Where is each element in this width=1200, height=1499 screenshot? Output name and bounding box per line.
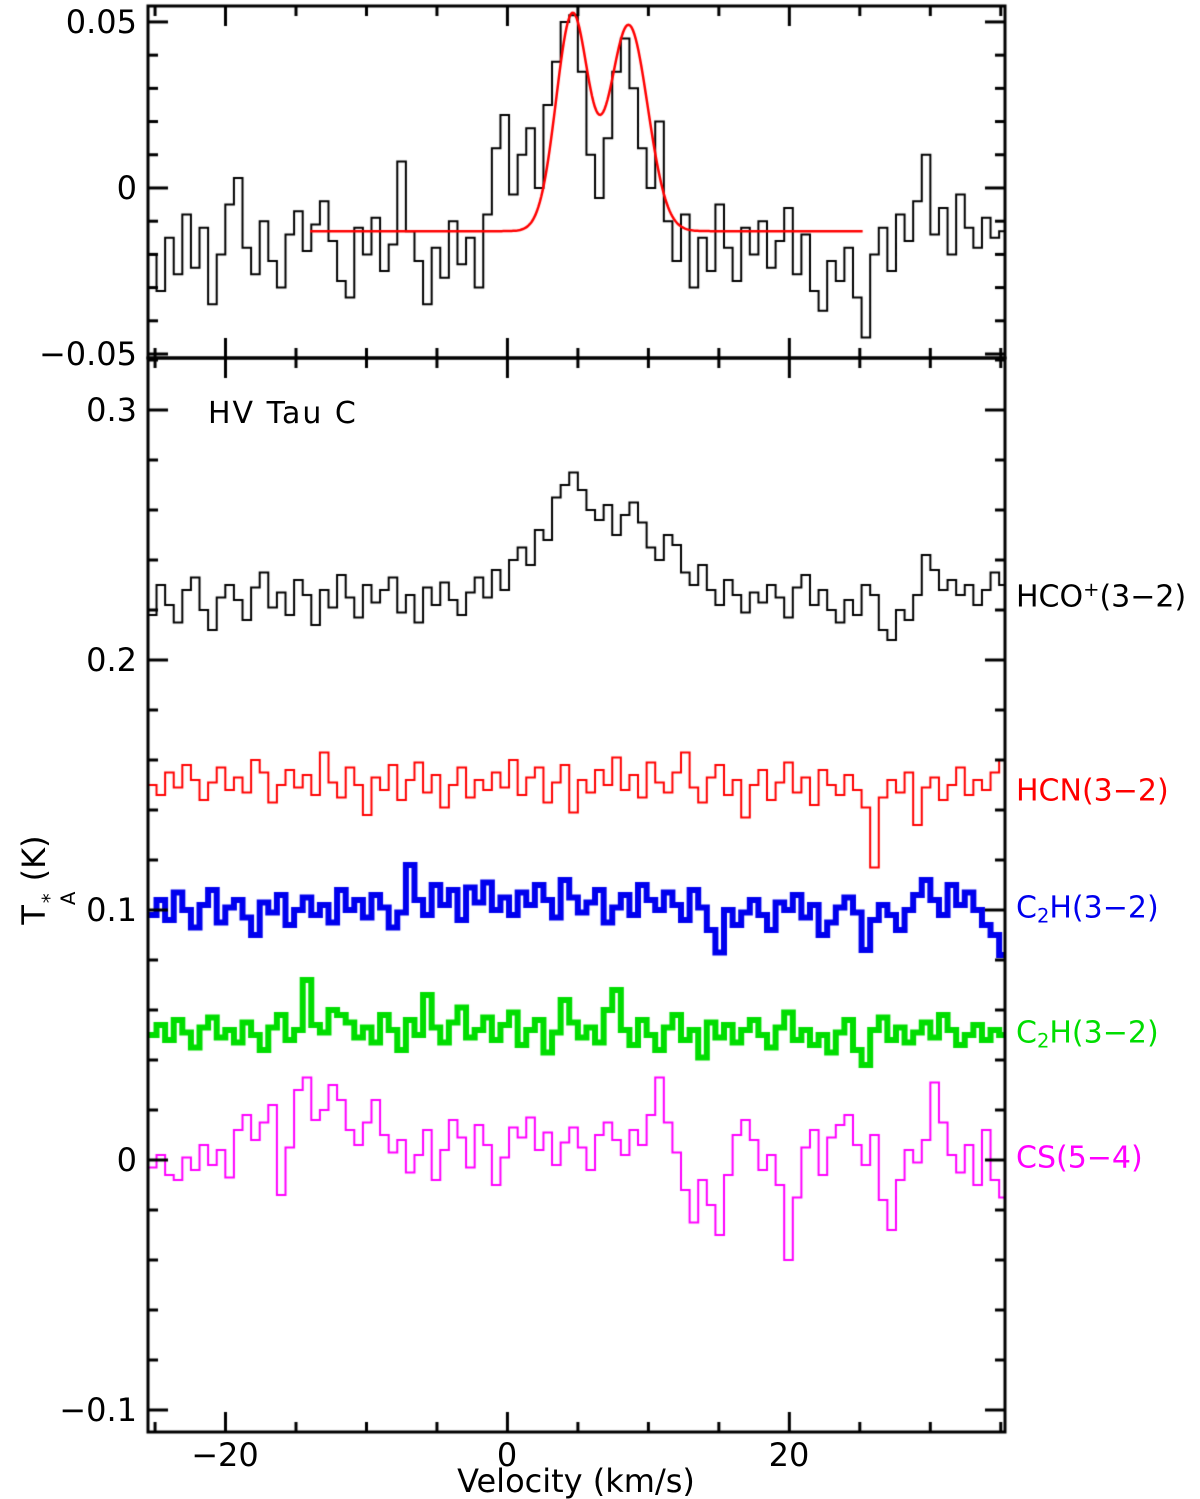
label-post: (3−2) (1081, 773, 1169, 809)
x-tick-label: 0 (496, 1436, 518, 1474)
y-axis-title-post: (K) (15, 835, 53, 892)
y-axis-title-subsup: * A (38, 891, 80, 906)
x-tick-label: 20 (768, 1436, 810, 1474)
label-post: (3−2) (1099, 579, 1187, 615)
line-label-hco-plus-3-2: HCO+(3−2) (1016, 578, 1186, 617)
label-sub: 2 (1036, 904, 1050, 928)
y-tick-label: 0.1 (86, 891, 137, 929)
y-axis-title-sub: A (56, 891, 80, 906)
source-name-label: HV Tau C (208, 396, 358, 431)
line-label-c2h-3-2-green: C2H(3−2) (1016, 1014, 1159, 1053)
x-tick-label: −20 (191, 1436, 259, 1474)
x-axis-title: Velocity (km/s) (457, 1462, 695, 1499)
label-sup: + (1083, 578, 1100, 601)
y-tick-label: 0 (116, 1141, 137, 1179)
y-tick-label: 0.2 (86, 641, 137, 679)
label-pre: C (1016, 1015, 1037, 1051)
y-tick-label: 0 (116, 169, 137, 207)
label-pre: C (1016, 890, 1037, 926)
label-post: (5−4) (1056, 1140, 1143, 1176)
y-tick-label: −0.05 (38, 335, 137, 373)
y-tick-label: −0.1 (59, 1391, 137, 1429)
label-post: H(3−2) (1049, 890, 1159, 926)
line-label-cs-5-4: CS(5−4) (1016, 1139, 1143, 1178)
y-axis-title-pre: T (15, 905, 53, 925)
y-tick-label: 0.05 (65, 3, 137, 41)
label-pre: CS (1016, 1140, 1056, 1176)
label-sub: 2 (1036, 1029, 1050, 1053)
y-axis-title: T * A (K) (12, 750, 80, 1010)
y-tick-label: 0.3 (86, 391, 137, 429)
line-label-hcn-3-2: HCN(3−2) (1016, 772, 1169, 811)
line-label-c2h-3-2-blue: C2H(3−2) (1016, 889, 1159, 928)
label-post: H(3−2) (1049, 1015, 1159, 1051)
label-pre: HCO (1016, 579, 1084, 615)
label-pre: HCN (1016, 773, 1082, 809)
